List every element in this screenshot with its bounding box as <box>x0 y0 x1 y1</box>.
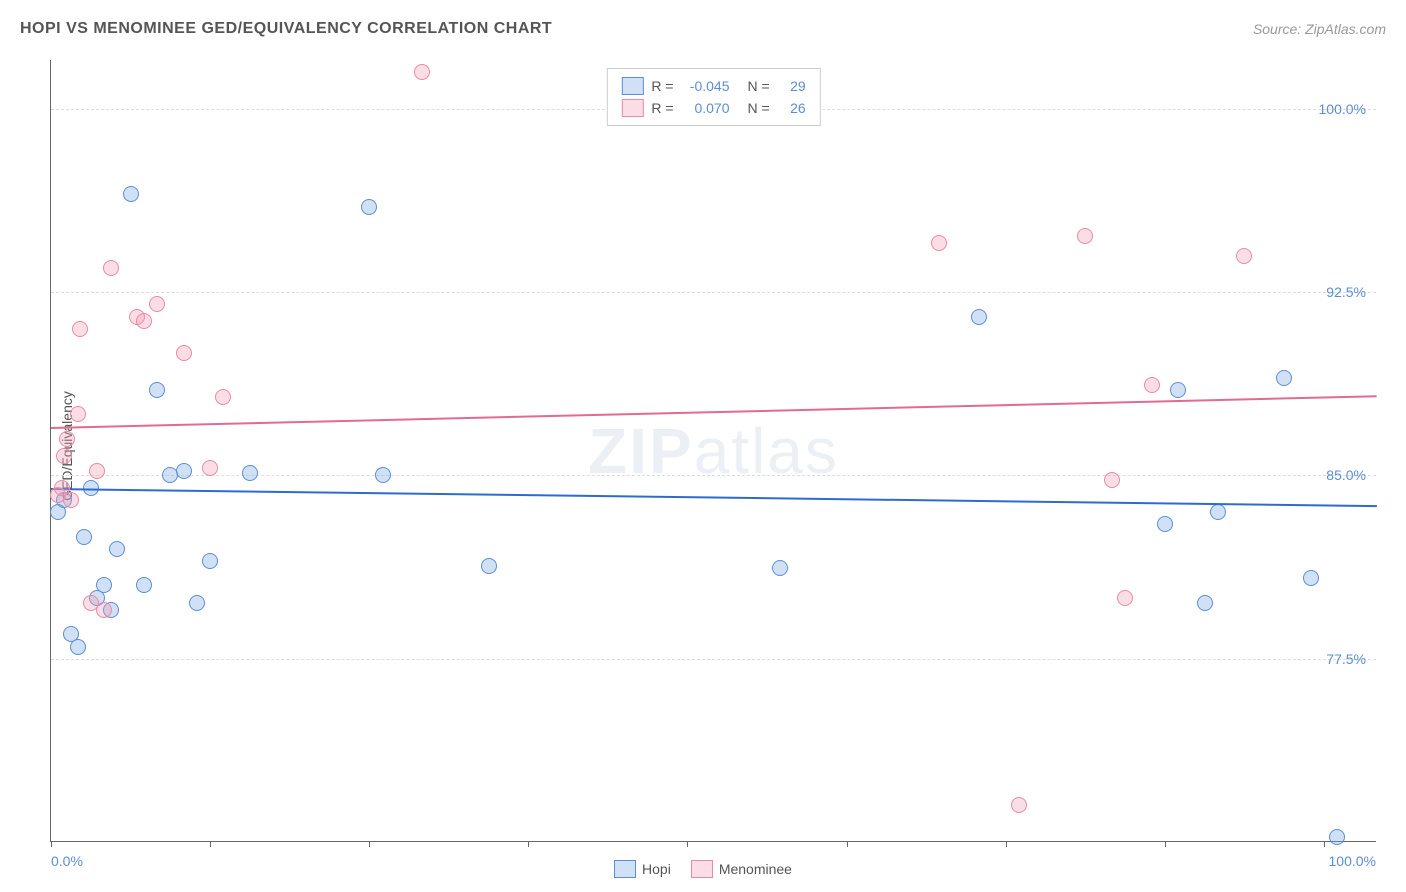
data-point <box>176 345 192 361</box>
x-tick <box>369 841 370 847</box>
data-point <box>89 463 105 479</box>
data-point <box>1011 797 1027 813</box>
data-point <box>70 639 86 655</box>
data-point <box>96 602 112 618</box>
x-tick <box>847 841 848 847</box>
r-label: R = <box>651 78 673 94</box>
data-point <box>242 465 258 481</box>
legend-label: Hopi <box>642 861 671 877</box>
data-point <box>176 463 192 479</box>
x-axis-min-label: 0.0% <box>51 853 83 869</box>
x-tick <box>1165 841 1166 847</box>
legend-stats-row: R = -0.045 N = 29 <box>621 75 805 97</box>
data-point <box>72 321 88 337</box>
data-point <box>1117 590 1133 606</box>
data-point <box>70 406 86 422</box>
y-tick-label: 77.5% <box>1326 651 1366 667</box>
n-value: 29 <box>778 78 806 94</box>
data-point <box>63 492 79 508</box>
x-tick <box>51 841 52 847</box>
data-point <box>1197 595 1213 611</box>
data-point <box>1157 516 1173 532</box>
data-point <box>1144 377 1160 393</box>
swatch-icon <box>621 99 643 117</box>
r-value: -0.045 <box>682 78 730 94</box>
legend-item-menominee: Menominee <box>691 860 792 878</box>
legend-bottom: Hopi Menominee <box>614 860 792 878</box>
data-point <box>56 448 72 464</box>
n-label: N = <box>748 78 770 94</box>
legend-stats-row: R = 0.070 N = 26 <box>621 97 805 119</box>
data-point <box>375 467 391 483</box>
data-point <box>189 595 205 611</box>
data-point <box>1104 472 1120 488</box>
data-point <box>361 199 377 215</box>
plot-area: ZIPatlas 77.5%85.0%92.5%100.0%0.0%100.0%… <box>50 60 1376 842</box>
chart-header: HOPI VS MENOMINEE GED/EQUIVALENCY CORREL… <box>20 20 1386 38</box>
r-value: 0.070 <box>682 100 730 116</box>
x-axis-max-label: 100.0% <box>1329 853 1376 869</box>
data-point <box>59 431 75 447</box>
data-point <box>123 186 139 202</box>
x-tick <box>1324 841 1325 847</box>
r-label: R = <box>651 100 673 116</box>
data-point <box>1329 829 1345 845</box>
data-point <box>931 235 947 251</box>
data-point <box>1303 570 1319 586</box>
data-point <box>1276 370 1292 386</box>
x-tick <box>210 841 211 847</box>
legend-item-hopi: Hopi <box>614 860 671 878</box>
x-tick <box>687 841 688 847</box>
gridline <box>51 659 1376 660</box>
data-point <box>772 560 788 576</box>
chart-title: HOPI VS MENOMINEE GED/EQUIVALENCY CORREL… <box>20 20 552 38</box>
data-point <box>136 313 152 329</box>
data-point <box>1236 248 1252 264</box>
data-point <box>1077 228 1093 244</box>
data-point <box>96 577 112 593</box>
n-value: 26 <box>778 100 806 116</box>
data-point <box>1210 504 1226 520</box>
data-point <box>202 460 218 476</box>
data-point <box>1170 382 1186 398</box>
chart-source: Source: ZipAtlas.com <box>1253 21 1386 37</box>
data-point <box>414 64 430 80</box>
y-tick-label: 100.0% <box>1319 101 1366 117</box>
data-point <box>109 541 125 557</box>
swatch-icon <box>621 77 643 95</box>
data-point <box>202 553 218 569</box>
gridline <box>51 292 1376 293</box>
data-point <box>481 558 497 574</box>
hopi-swatch-icon <box>614 860 636 878</box>
y-tick-label: 92.5% <box>1326 284 1366 300</box>
legend-stats: R = -0.045 N = 29 R = 0.070 N = 26 <box>606 68 820 126</box>
data-point <box>136 577 152 593</box>
x-tick <box>528 841 529 847</box>
legend-label: Menominee <box>719 861 792 877</box>
trend-line <box>51 488 1377 507</box>
n-label: N = <box>748 100 770 116</box>
data-point <box>149 382 165 398</box>
x-tick <box>1006 841 1007 847</box>
data-point <box>76 529 92 545</box>
data-point <box>215 389 231 405</box>
data-point <box>149 296 165 312</box>
data-point <box>971 309 987 325</box>
data-point <box>103 260 119 276</box>
trend-line <box>51 395 1377 429</box>
menominee-swatch-icon <box>691 860 713 878</box>
y-tick-label: 85.0% <box>1326 467 1366 483</box>
